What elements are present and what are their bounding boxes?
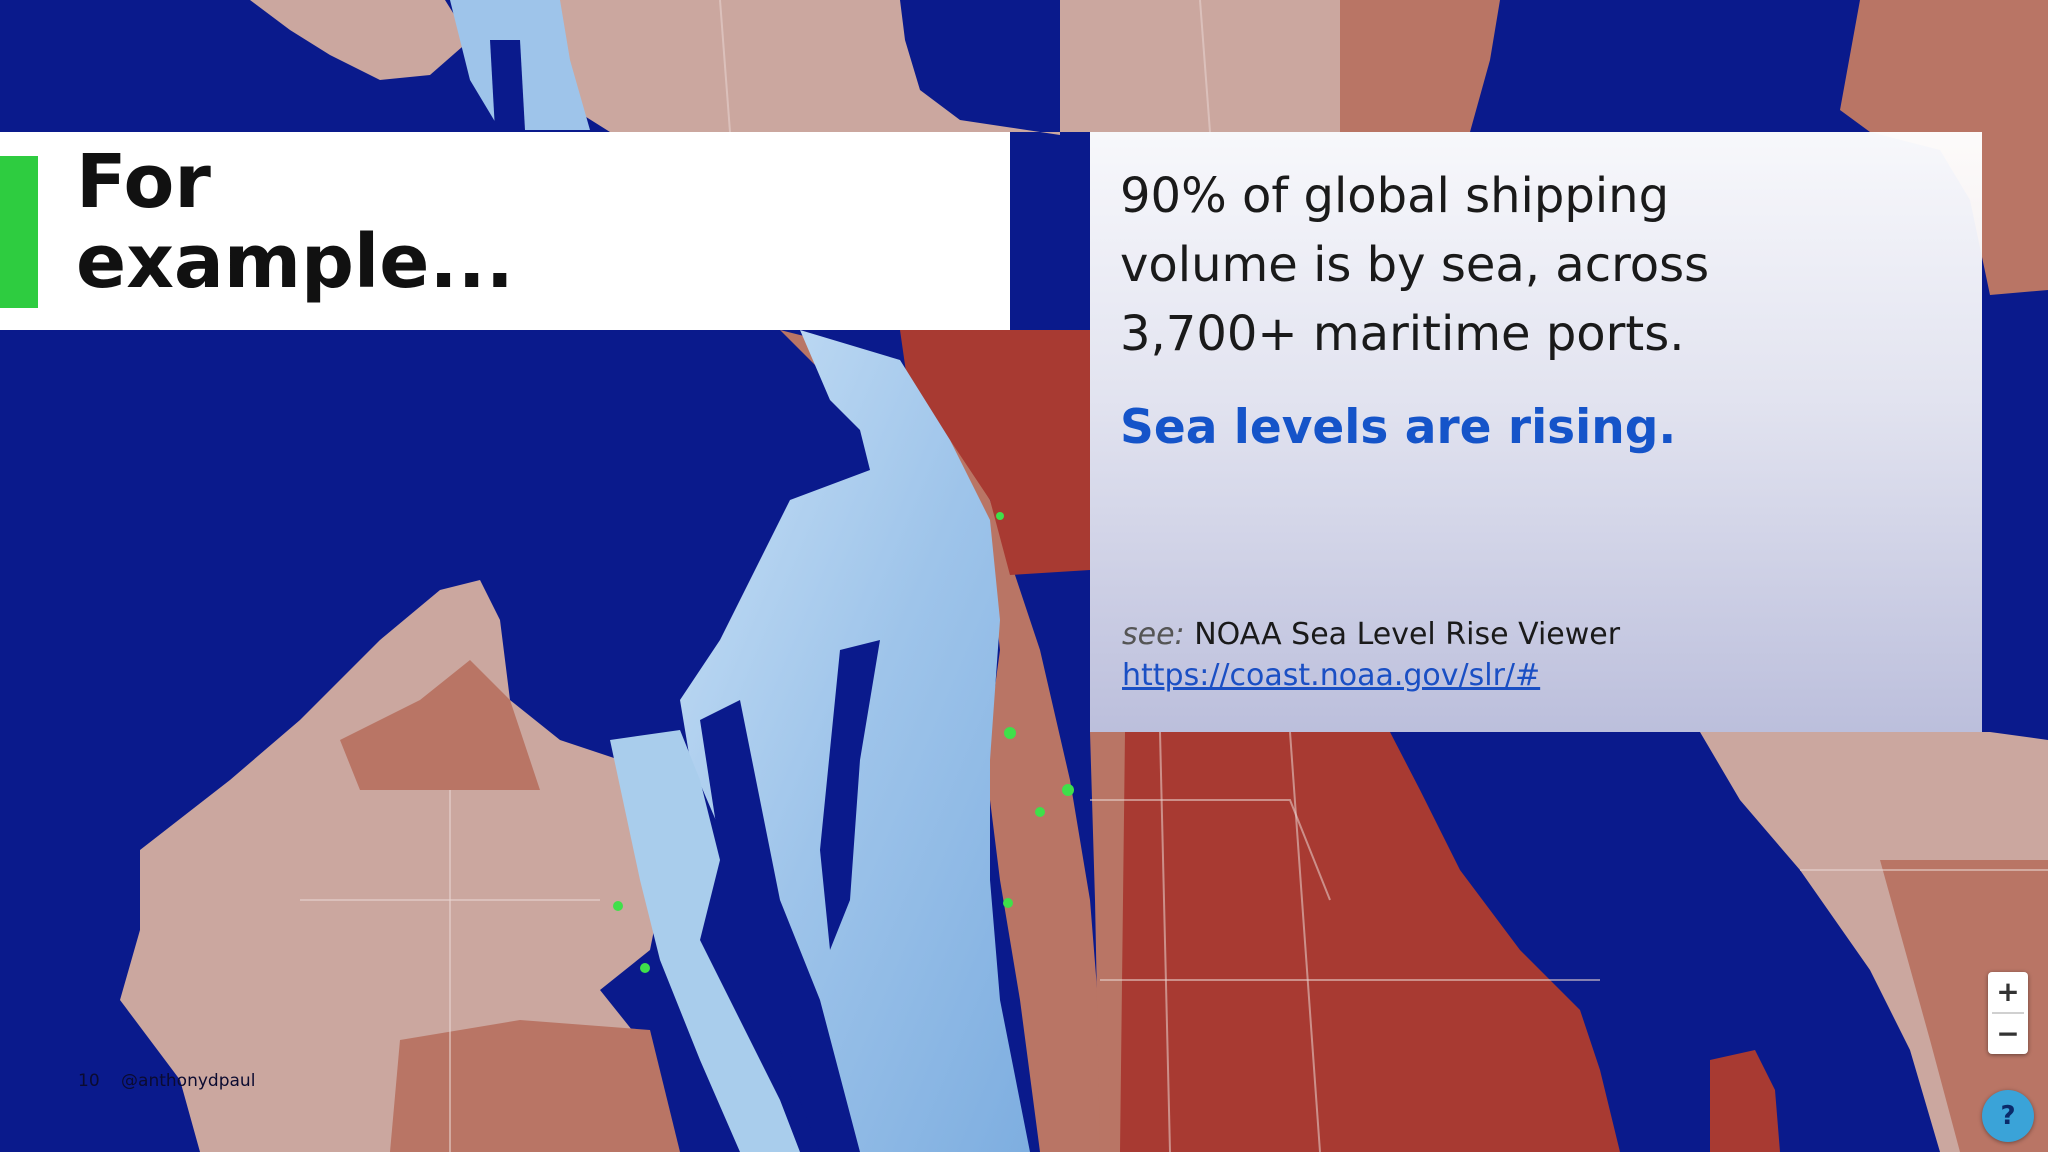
land-west-peninsula (120, 580, 660, 1152)
source-prefix: see: (1122, 617, 1185, 652)
slide-title-line: example... (76, 219, 514, 305)
zoom-out-button[interactable]: − (1996, 1017, 2020, 1050)
land-top-right (1340, 0, 1500, 132)
help-button[interactable]: ? (1982, 1090, 2034, 1142)
land-southeast-high (1100, 732, 1620, 1152)
land-right-island (1710, 1050, 1780, 1152)
lead-line: 90% of global shipping (1120, 168, 1670, 224)
land-top-left (250, 0, 470, 80)
map-marker (1062, 784, 1074, 796)
land-right-mid (1880, 860, 2048, 1152)
road-lines (300, 0, 2048, 1152)
source-line: see: NOAA Sea Level Rise Viewer (1122, 617, 1620, 652)
land-top-center (555, 0, 1340, 135)
info-panel: 90% of global shipping volume is by sea,… (1090, 132, 1982, 732)
zoom-control: + − (1988, 972, 2028, 1054)
land-west-lower (390, 1020, 680, 1152)
map-marker (613, 901, 623, 911)
flood-zone-west (610, 730, 800, 1152)
waterway-east (820, 640, 880, 950)
map-marker (1004, 727, 1016, 739)
slide-footer: 10 @anthonydpaul (78, 1071, 255, 1091)
map-marker (996, 512, 1004, 520)
slide-title-line: For (76, 139, 211, 225)
slide-number: 10 (78, 1071, 100, 1091)
map-marker (1003, 898, 1013, 908)
land-east-high (900, 330, 1090, 575)
map-marker (1035, 807, 1045, 817)
land-east-central (780, 330, 1110, 1152)
land-west-upper (340, 660, 540, 790)
title-panel: For example... (0, 132, 1010, 330)
land-southeast-mid (1090, 732, 1125, 1152)
map-marker (640, 963, 650, 973)
lead-line: 3,700+ maritime ports. (1120, 306, 1685, 362)
lead-text: 90% of global shipping volume is by sea,… (1120, 162, 1709, 369)
lead-line: volume is by sea, across (1120, 237, 1710, 293)
source-name: NOAA Sea Level Rise Viewer (1194, 617, 1621, 652)
accent-bar (0, 156, 38, 308)
zoom-in-button[interactable]: + (1996, 975, 2020, 1008)
zoom-divider (1992, 1012, 2024, 1014)
waterway-top (490, 40, 525, 130)
waterway-main (700, 700, 860, 1152)
highlight-text: Sea levels are rising. (1120, 400, 1677, 455)
slide-title: For example... (76, 142, 514, 302)
source-link[interactable]: https://coast.noaa.gov/slr/# (1122, 658, 1541, 693)
author-handle: @anthonydpaul (121, 1071, 256, 1091)
